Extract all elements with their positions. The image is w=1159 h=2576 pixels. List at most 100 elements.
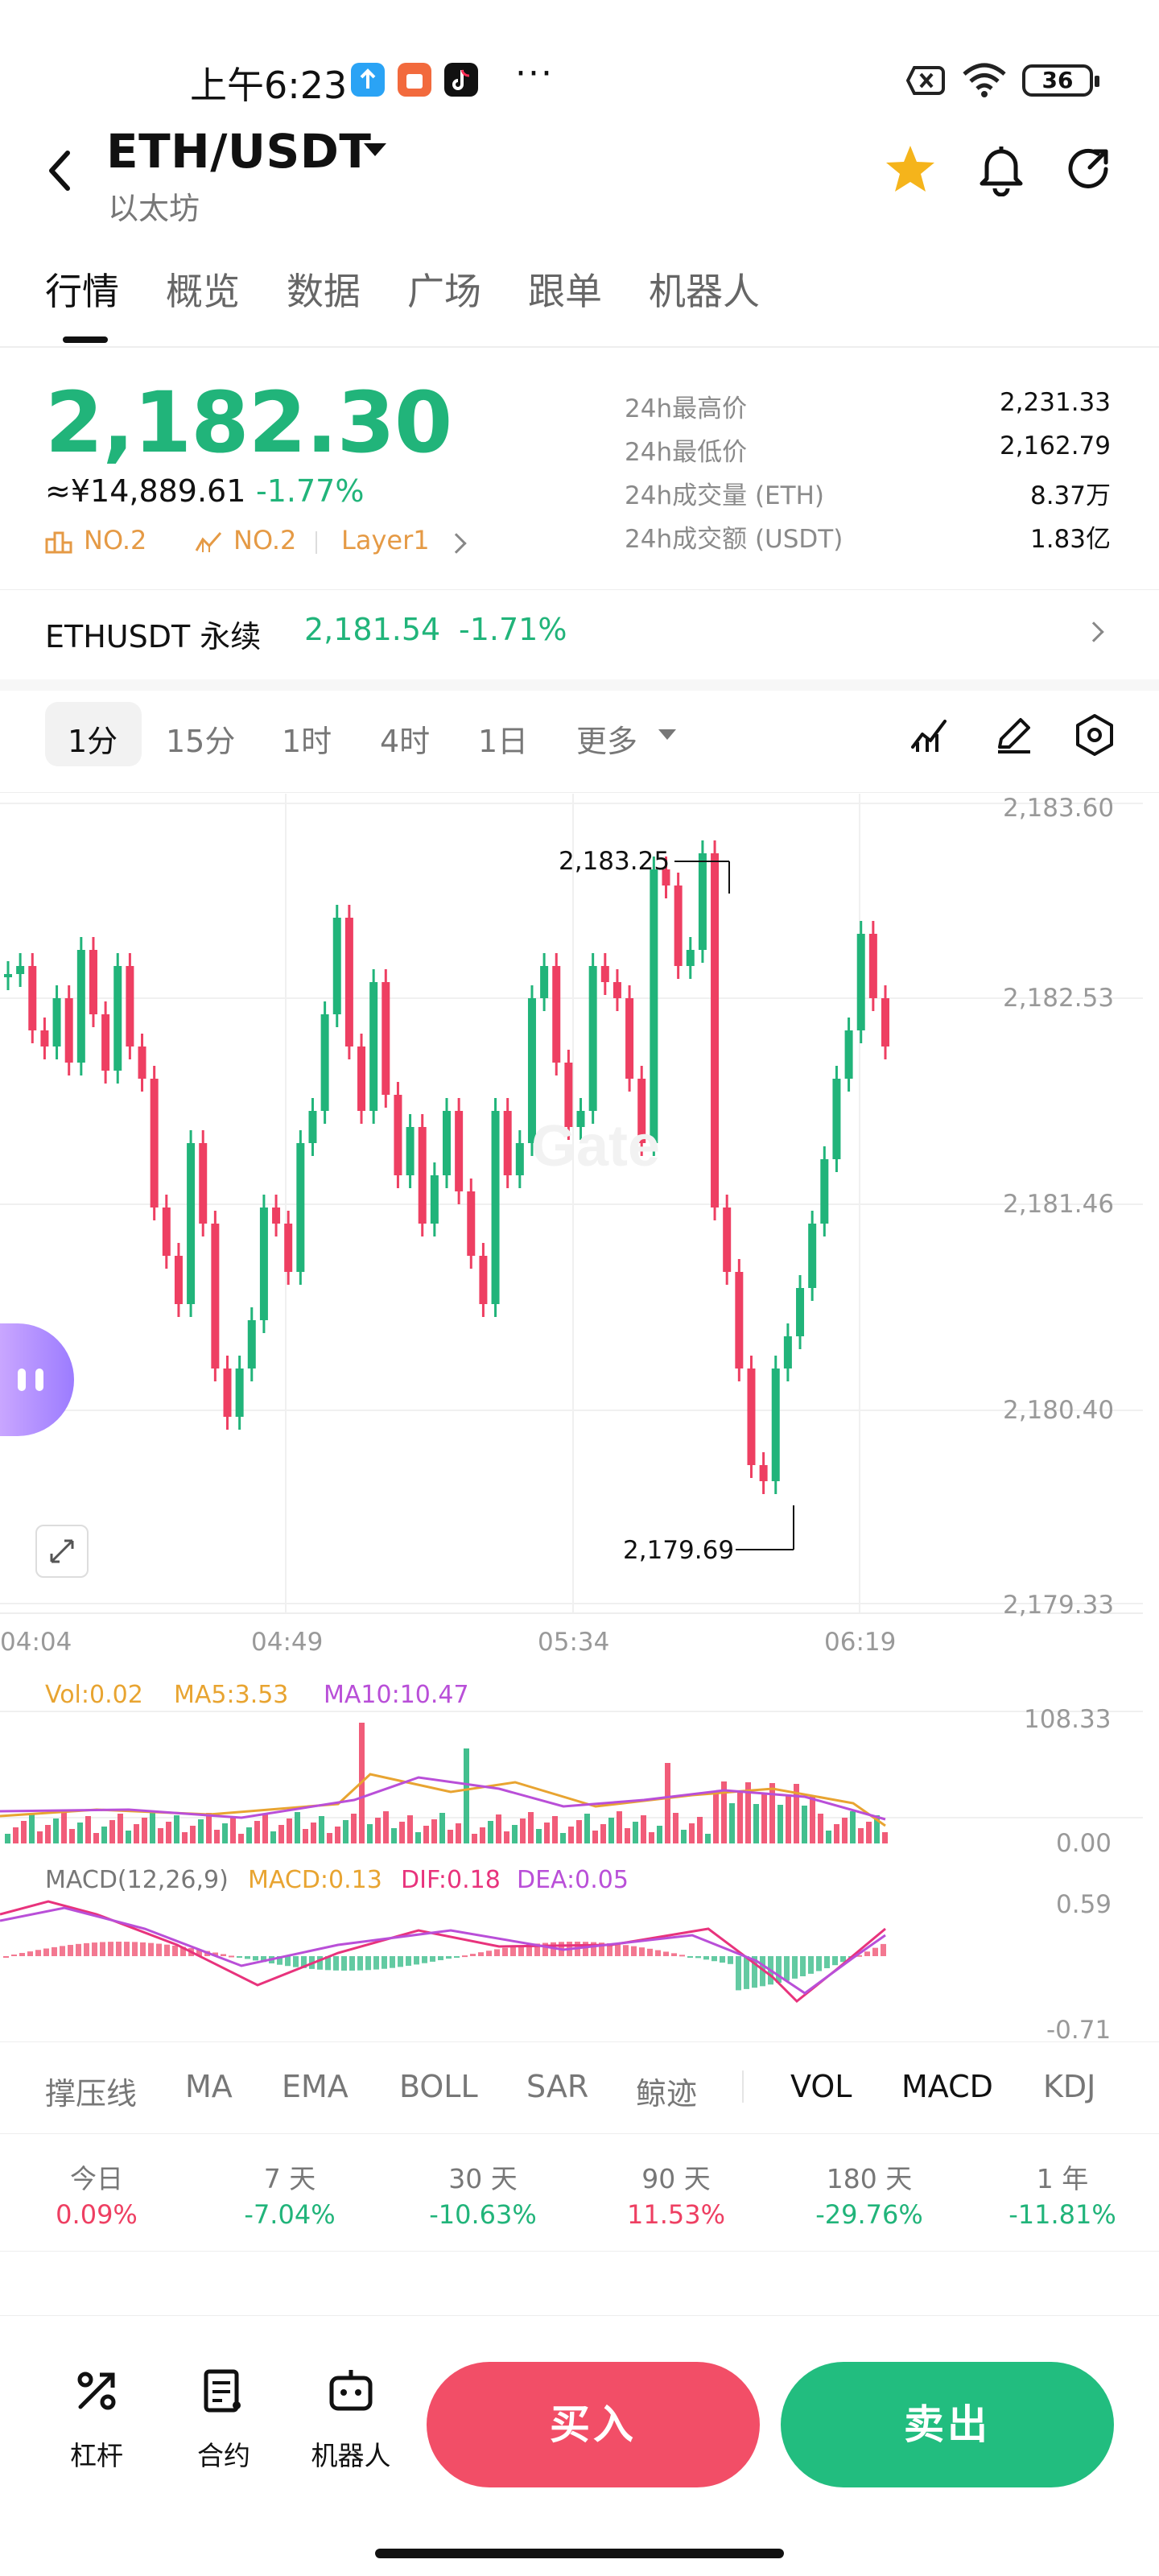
volume-bar	[802, 1806, 807, 1843]
timeframe-1d[interactable]: 1日	[478, 724, 529, 759]
tab-square[interactable]: 广场	[407, 270, 481, 313]
candle	[735, 1272, 744, 1368]
macd-bar	[856, 1955, 862, 1957]
volume-bar	[705, 1834, 711, 1843]
tab-data[interactable]: 数据	[287, 270, 361, 313]
macd-bar	[881, 1943, 886, 1956]
timeframe-more[interactable]: 更多	[576, 724, 638, 759]
candle	[832, 1079, 841, 1159]
favorite-star-icon[interactable]	[884, 143, 937, 198]
macd-bar	[140, 1942, 146, 1956]
candle	[369, 982, 378, 1111]
tab-robot[interactable]: 机器人	[649, 270, 760, 313]
vol-axis-max: 108.33	[1024, 1705, 1112, 1734]
tab-copy-trade[interactable]: 跟单	[528, 270, 602, 313]
home-indicator[interactable]	[375, 2549, 784, 2558]
time-axis-label: 04:49	[251, 1628, 324, 1657]
vol-axis-min: 0.00	[1056, 1829, 1112, 1858]
volume-bar	[335, 1827, 340, 1843]
candle	[856, 934, 865, 1030]
chevron-right-icon[interactable]	[446, 533, 467, 554]
macd-bar	[760, 1956, 765, 1987]
volume-bar	[150, 1811, 155, 1843]
contract-button[interactable]	[167, 2360, 280, 2473]
price-axis-label: 2,180.40	[1003, 1396, 1115, 1425]
candle	[332, 918, 341, 1014]
perp-chevron-icon[interactable]	[1083, 621, 1104, 642]
candle	[284, 1224, 293, 1272]
leverage-label: 杠杆	[70, 2440, 123, 2471]
contract-label: 合约	[197, 2440, 250, 2471]
candle	[394, 1095, 402, 1175]
last-price: 2,182.30	[45, 374, 452, 472]
tabs-divider	[0, 346, 1159, 348]
perp-name[interactable]: ETHUSDT 永续	[45, 619, 262, 654]
indicator-kdj[interactable]: KDJ	[1043, 2069, 1096, 2104]
macd-bar	[438, 1956, 443, 1961]
timeframe-15m[interactable]: 15分	[166, 724, 236, 759]
settings-hexagon-icon[interactable]	[1074, 713, 1116, 760]
macd-bar	[695, 1956, 701, 1959]
volume-bar	[118, 1814, 123, 1843]
rank-badge[interactable]: NO.2	[84, 525, 147, 555]
timeframe-1h[interactable]: 1时	[282, 724, 332, 759]
candle	[235, 1368, 244, 1417]
volume-bar	[431, 1819, 437, 1843]
more-caret-icon[interactable]	[658, 729, 676, 740]
candle	[723, 1208, 732, 1272]
bell-icon[interactable]	[977, 143, 1025, 200]
indicator-boll[interactable]: BOLL	[399, 2069, 478, 2104]
indicator-ma[interactable]: MA	[185, 2069, 233, 2104]
indicator-whale[interactable]: 鲸迹	[636, 2076, 698, 2112]
timeframe-1m[interactable]: 1分	[68, 724, 118, 759]
volume-bar	[818, 1814, 823, 1843]
volume-bar	[665, 1763, 670, 1843]
perp-price: 2,181.54	[304, 612, 441, 647]
caret-down-icon[interactable]	[364, 143, 386, 156]
volume-bar	[206, 1813, 212, 1843]
price-chart[interactable]: Gate	[0, 794, 1159, 2050]
perf-30d-label: 30 天	[448, 2163, 518, 2194]
share-icon[interactable]	[1066, 145, 1116, 198]
macd-bar	[349, 1956, 355, 1971]
indicator-icon[interactable]	[909, 715, 953, 758]
macd-bar	[454, 1956, 460, 1958]
category-badge[interactable]: Layer1	[341, 525, 430, 555]
leverage-button[interactable]	[40, 2360, 153, 2473]
volume-bar	[721, 1781, 727, 1843]
macd-bar	[390, 1956, 395, 1968]
macd-bar	[494, 1949, 500, 1956]
volume-bar	[842, 1818, 848, 1843]
timeframe-4h[interactable]: 4时	[380, 724, 431, 759]
perf-90d-label: 90 天	[641, 2163, 711, 2194]
fullscreen-button[interactable]	[35, 1525, 89, 1578]
macd-bar	[446, 1956, 452, 1959]
tab-market[interactable]: 行情	[45, 270, 119, 313]
macd-bar	[3, 1956, 9, 1958]
indicator-support[interactable]: 撑压线	[45, 2076, 138, 2112]
volume-bar	[134, 1824, 139, 1843]
robot-button[interactable]	[295, 2360, 407, 2473]
indicator-macd[interactable]: MACD	[901, 2069, 993, 2104]
vol-ma10-label: MA10:10.47	[324, 1681, 469, 1709]
macd-value: MACD:0.13	[248, 1866, 382, 1894]
draw-pen-icon[interactable]	[993, 715, 1035, 758]
sell-button[interactable]: 卖出	[781, 2362, 1114, 2487]
tab-overview[interactable]: 概览	[166, 270, 240, 313]
indicator-sar[interactable]: SAR	[526, 2069, 589, 2104]
back-button[interactable]	[43, 147, 76, 198]
macd-bar	[341, 1956, 347, 1971]
volume-bar	[866, 1822, 872, 1843]
stat-low-value: 2,162.79	[999, 431, 1111, 460]
indicator-ema[interactable]: EMA	[282, 2069, 349, 2104]
indicator-vol[interactable]: VOL	[790, 2069, 852, 2104]
macd-bar	[526, 1944, 532, 1956]
perf-1y-label: 1 年	[1036, 2163, 1089, 2194]
volume-bar	[158, 1828, 163, 1843]
buy-button[interactable]: 买入	[427, 2362, 760, 2487]
candle	[881, 998, 889, 1046]
pair-selector[interactable]: ETH/USDT	[106, 124, 372, 179]
macd-bar	[60, 1946, 65, 1956]
trend-badge[interactable]: NO.2	[233, 525, 297, 555]
volume-bar	[45, 1825, 51, 1843]
